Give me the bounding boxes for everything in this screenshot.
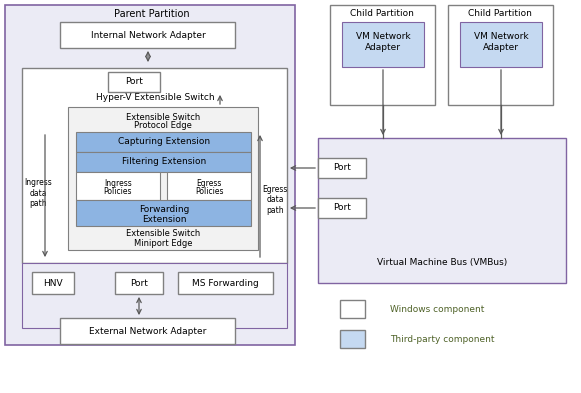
Bar — [76, 152, 251, 172]
Bar — [342, 22, 424, 67]
Text: Port: Port — [333, 204, 351, 213]
Bar — [318, 198, 366, 218]
Bar — [340, 300, 365, 318]
Text: Ingress: Ingress — [104, 178, 132, 187]
Text: VM Network
Adapter: VM Network Adapter — [356, 32, 410, 52]
Bar — [167, 172, 251, 200]
Bar — [318, 158, 366, 178]
Bar — [330, 5, 435, 105]
Bar — [448, 5, 553, 105]
Text: HNV: HNV — [43, 279, 63, 288]
Bar — [460, 22, 542, 67]
Bar — [32, 272, 74, 294]
Text: Forwarding: Forwarding — [139, 206, 189, 215]
Text: Egress: Egress — [196, 178, 222, 187]
Bar — [76, 132, 251, 152]
Bar — [108, 72, 160, 92]
Bar — [5, 5, 295, 345]
Text: Egress
data
path: Egress data path — [262, 185, 288, 215]
Text: Extension: Extension — [142, 215, 187, 224]
Bar — [340, 330, 365, 348]
Text: Policies: Policies — [104, 187, 132, 196]
Text: Parent Partition: Parent Partition — [114, 9, 190, 19]
Text: Capturing Extension: Capturing Extension — [118, 138, 210, 147]
Bar — [68, 107, 258, 250]
Text: Virtual Machine Bus (VMBus): Virtual Machine Bus (VMBus) — [377, 257, 507, 266]
Text: Filtering Extension: Filtering Extension — [122, 158, 206, 167]
Text: Internal Network Adapter: Internal Network Adapter — [91, 31, 205, 40]
Text: MS Forwarding: MS Forwarding — [192, 279, 259, 288]
Text: Port: Port — [130, 279, 148, 288]
Bar — [178, 272, 273, 294]
Text: Ingress
data
path: Ingress data path — [24, 178, 52, 208]
Text: Policies: Policies — [195, 187, 223, 196]
Bar — [60, 22, 235, 48]
Bar — [115, 272, 163, 294]
Bar — [60, 318, 235, 344]
Bar — [22, 263, 287, 328]
Text: Extensible Switch: Extensible Switch — [126, 230, 200, 239]
Text: Hyper-V Extensible Switch: Hyper-V Extensible Switch — [96, 94, 214, 103]
Text: Port: Port — [333, 163, 351, 173]
Text: Child Partition: Child Partition — [350, 9, 414, 18]
Bar — [318, 138, 566, 283]
Text: Third-party component: Third-party component — [390, 334, 494, 343]
Text: Windows component: Windows component — [390, 305, 485, 314]
Text: Extensible Switch: Extensible Switch — [126, 112, 200, 121]
Bar — [76, 200, 251, 226]
Text: VM Network
Adapter: VM Network Adapter — [474, 32, 528, 52]
Bar — [76, 172, 160, 200]
Text: Child Partition: Child Partition — [468, 9, 532, 18]
Text: Port: Port — [125, 77, 143, 86]
Text: Miniport Edge: Miniport Edge — [134, 239, 192, 248]
Text: External Network Adapter: External Network Adapter — [89, 327, 207, 336]
Bar — [22, 68, 287, 263]
Text: Protocol Edge: Protocol Edge — [134, 121, 192, 130]
